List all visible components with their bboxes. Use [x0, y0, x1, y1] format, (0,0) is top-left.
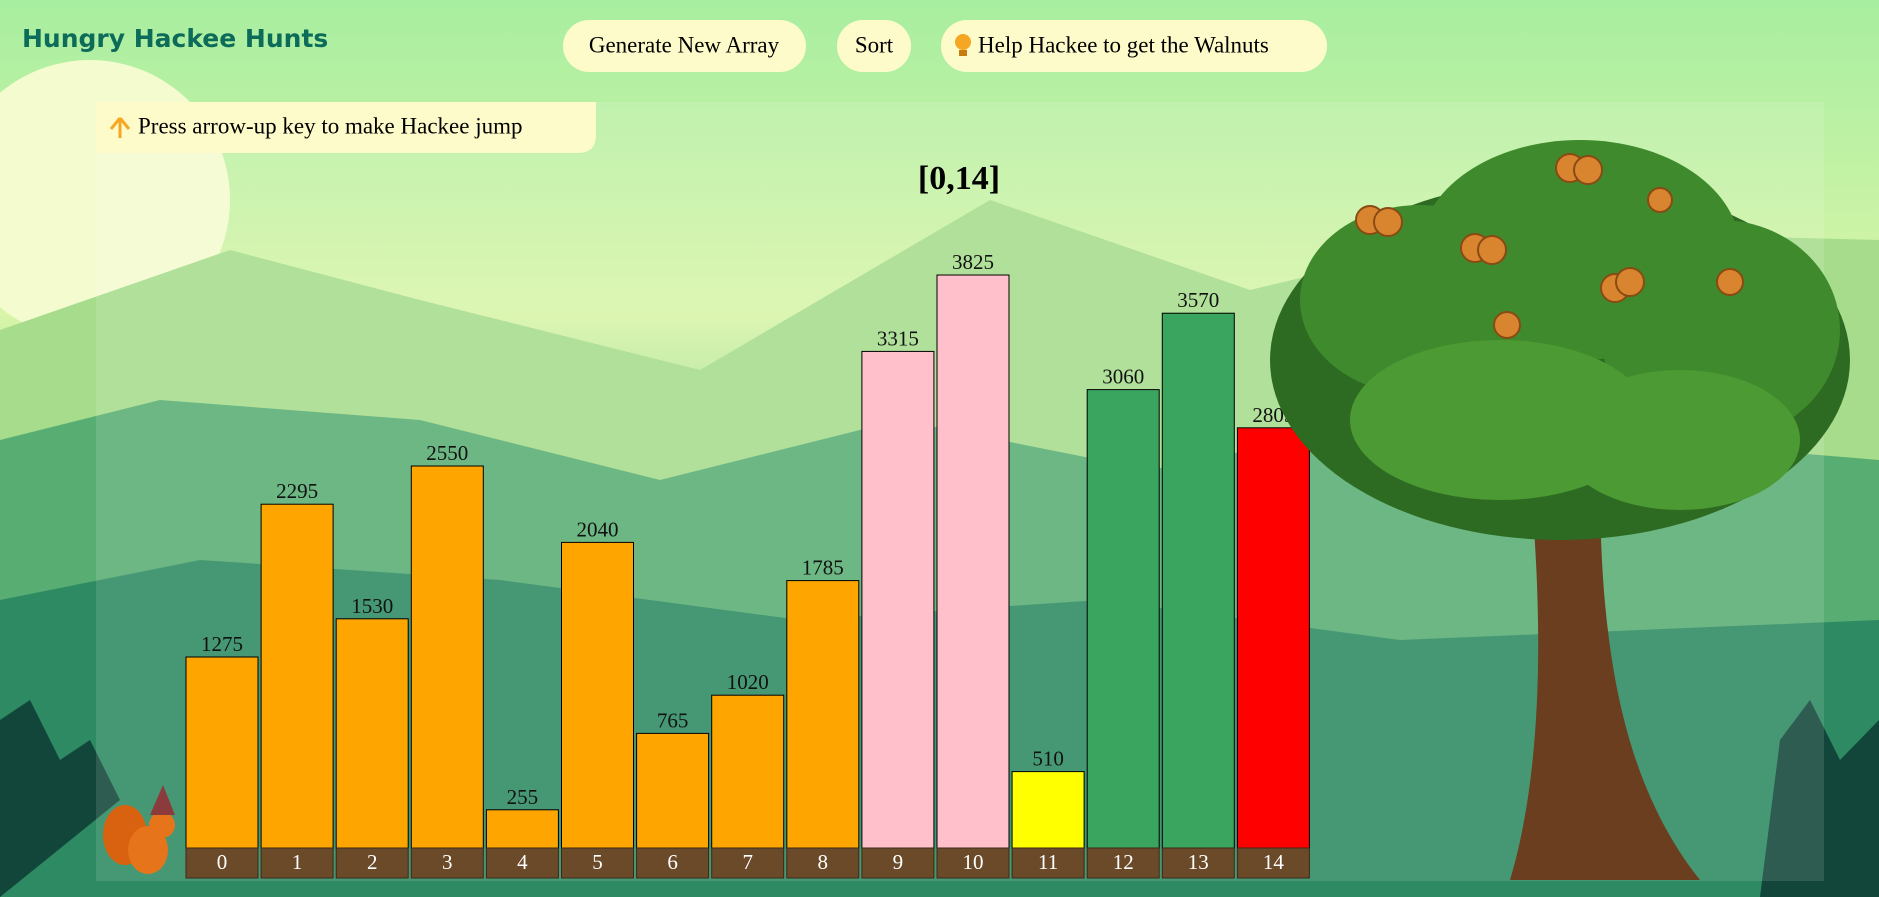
- bar-index: 0: [217, 850, 228, 874]
- bar-index: 14: [1263, 850, 1285, 874]
- bar-value: 3060: [1102, 365, 1144, 389]
- index-cell: [711, 847, 785, 879]
- bar: [711, 694, 785, 849]
- bar-index: 9: [893, 850, 904, 874]
- bar-index: 8: [818, 850, 829, 874]
- bar-index: 3: [442, 850, 453, 874]
- bar: [485, 809, 559, 849]
- squirrel: [103, 785, 175, 874]
- bar-index: 11: [1038, 850, 1058, 874]
- bar-index: 7: [742, 850, 753, 874]
- bar-value: 3570: [1177, 288, 1219, 312]
- bar: [1011, 771, 1085, 849]
- generate-button-label[interactable]: Generate New Array: [589, 32, 780, 57]
- walnut-tree: [1270, 140, 1850, 880]
- bar-index: 6: [667, 850, 678, 874]
- bar-value: 2295: [276, 479, 318, 503]
- bar-index: 5: [592, 850, 603, 874]
- index-cell: [1161, 847, 1235, 879]
- bar: [786, 580, 860, 849]
- index-cell: [485, 847, 559, 879]
- bar-value: 2040: [577, 517, 619, 541]
- sort-button-label[interactable]: Sort: [855, 32, 894, 57]
- index-cell: [561, 847, 634, 879]
- bar-index: 13: [1188, 850, 1209, 874]
- index-cell: [260, 847, 334, 879]
- generate-button[interactable]: [563, 20, 806, 72]
- index-cell: [1011, 847, 1085, 879]
- bar-index: 12: [1113, 850, 1134, 874]
- bar-value: 1785: [802, 556, 844, 580]
- index-cell: [185, 847, 259, 879]
- hint-box: [96, 102, 596, 153]
- bulb-icon: [955, 34, 971, 50]
- bar-value: 3315: [877, 326, 919, 350]
- sort-button[interactable]: [837, 20, 911, 72]
- bar: [636, 732, 710, 849]
- bar: [1086, 389, 1160, 849]
- arrow-up-icon: [109, 117, 131, 138]
- help-button[interactable]: [941, 20, 1327, 72]
- index-cell: [410, 847, 484, 879]
- bar-index: 10: [963, 850, 984, 874]
- bar-value: 765: [657, 708, 689, 732]
- index-cell: [636, 847, 710, 879]
- bars: 1275 0 2295 1 1530 2 2550 3 255 4 2040 5 765 6 1020 7 17…: [185, 250, 1310, 879]
- bar: [936, 274, 1010, 849]
- index-cell: [936, 847, 1010, 879]
- index-cell: [786, 847, 860, 879]
- app-title: Hungry Hackee Hunts: [22, 24, 328, 53]
- bar: [185, 656, 259, 849]
- bar-index: 2: [367, 850, 378, 874]
- bar: [1236, 427, 1310, 849]
- index-cell: [861, 847, 935, 879]
- hint-text: Press arrow-up key to make Hackee jump: [138, 113, 523, 138]
- index-cell: [1236, 847, 1310, 879]
- bar: [335, 618, 409, 849]
- help-button-label[interactable]: Help Hackee to get the Walnuts: [978, 32, 1269, 57]
- index-cell: [335, 847, 409, 879]
- bar-index: 1: [292, 850, 303, 874]
- bar-value: 1275: [201, 632, 243, 656]
- bar: [561, 541, 634, 849]
- range-label: [0,14]: [918, 160, 1000, 197]
- bar-value: 3825: [952, 250, 994, 274]
- index-cell: [1086, 847, 1160, 879]
- bar-value: 255: [507, 785, 539, 809]
- bar: [260, 503, 334, 849]
- bar: [410, 465, 484, 849]
- bar-value: 510: [1032, 747, 1064, 771]
- bar-value: 1020: [727, 670, 769, 694]
- bar-value: 1530: [351, 594, 393, 618]
- bar-index: 4: [517, 850, 528, 874]
- bar-value: 2550: [426, 441, 468, 465]
- bar: [1161, 312, 1235, 849]
- bar: [861, 350, 935, 849]
- bulb-base: [959, 50, 967, 56]
